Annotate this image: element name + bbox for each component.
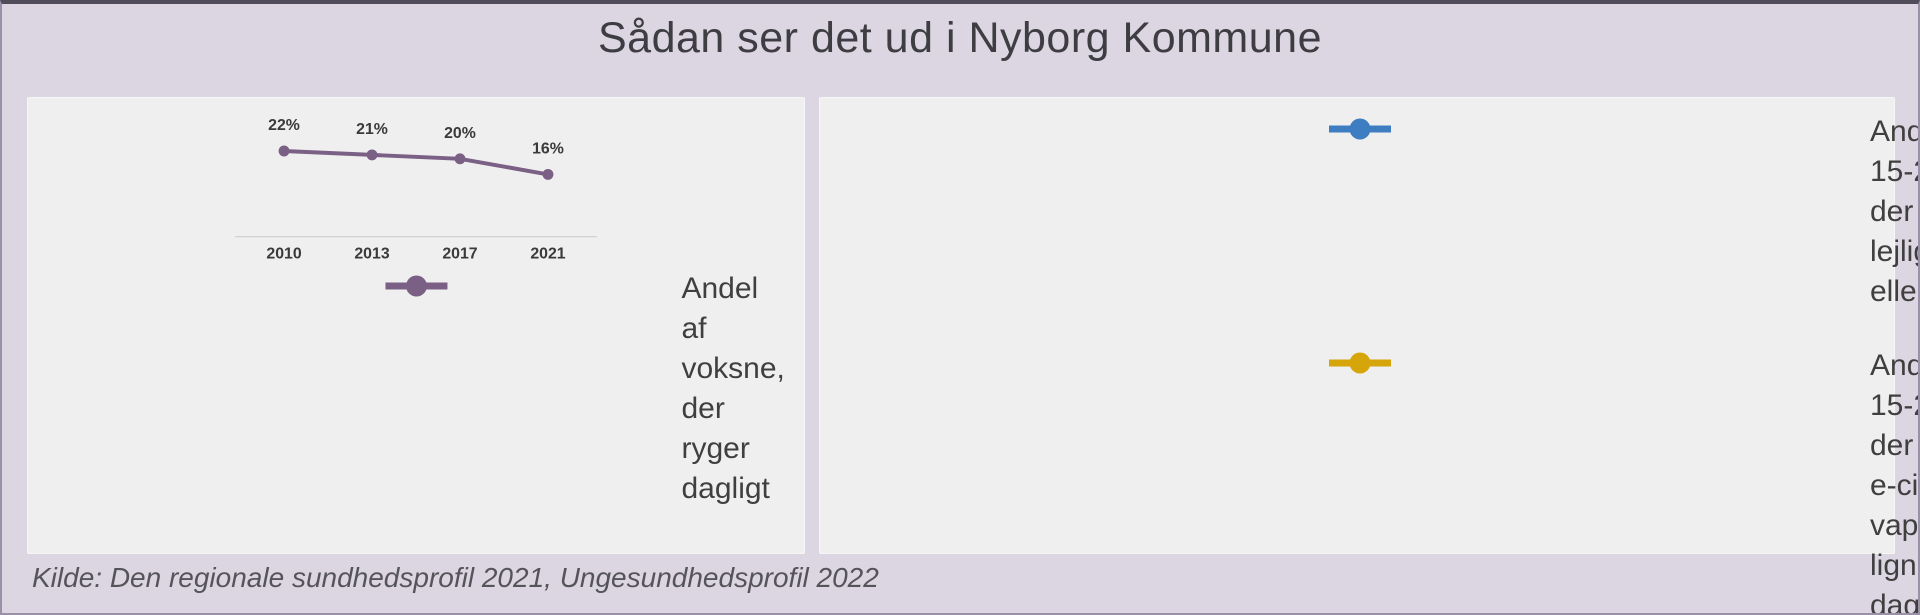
page-title: Sådan ser det ud i Nyborg Kommune bbox=[597, 14, 1322, 62]
purple-line-marker-icon bbox=[385, 275, 447, 297]
legend-item-adults-smokers: Andel af voksne, der ryger dagligt bbox=[157, 269, 785, 509]
data-point-label: 20% bbox=[444, 125, 476, 142]
series-line-purple bbox=[282, 149, 550, 177]
legend-label: Andel af 15-25 årige, der ryger lejlighe… bbox=[1870, 115, 1918, 308]
youth-smoking-chart-panel: 20162019202230%21%12%4%13% Andel af 15-2… bbox=[819, 97, 1918, 613]
adults-smoking-chart-panel: 2010 2013 2017 2021 22% 21% 20% 16% Andel af vo… bbox=[27, 97, 805, 554]
legend-label: Andel af 15-25 årige, der bruger e-cigar… bbox=[1870, 349, 1920, 615]
x-tick-label: 2013 bbox=[354, 246, 389, 263]
x-tick-label: 2010 bbox=[266, 246, 301, 263]
x-tick-label: 2021 bbox=[530, 246, 565, 263]
adults-smoking-line-chart: 2010 2013 2017 2021 22% 21% 20% 16% bbox=[235, 117, 597, 263]
data-point-purple bbox=[366, 149, 378, 161]
blue-line-marker-icon bbox=[1329, 118, 1391, 140]
legend-item-youth-ecigarettes: Andel af 15-25 årige, der bruger e-cigar… bbox=[856, 346, 1918, 613]
x-tick-label: 2017 bbox=[442, 246, 477, 263]
data-point-label: 22% bbox=[268, 117, 300, 134]
legend-label: Andel af voksne, der ryger dagligt bbox=[681, 272, 785, 505]
source-caption: Kilde: Den regionale sundhedsprofil 2021… bbox=[32, 562, 879, 593]
legend-item-youth-smokers: Andel af 15-25 årige, der ryger lejlighe… bbox=[856, 112, 1918, 312]
data-point-purple bbox=[542, 168, 554, 180]
data-point-label: 16% bbox=[532, 141, 564, 158]
data-point-purple bbox=[278, 145, 290, 157]
data-point-purple bbox=[454, 153, 466, 165]
youth-chart-legend: Andel af 15-25 årige, der ryger lejlighe… bbox=[820, 112, 1918, 613]
data-point-label: 21% bbox=[356, 121, 388, 138]
adults-chart-legend: Andel af voksne, der ryger dagligt bbox=[28, 269, 804, 509]
gold-line-marker-icon bbox=[1329, 352, 1391, 374]
